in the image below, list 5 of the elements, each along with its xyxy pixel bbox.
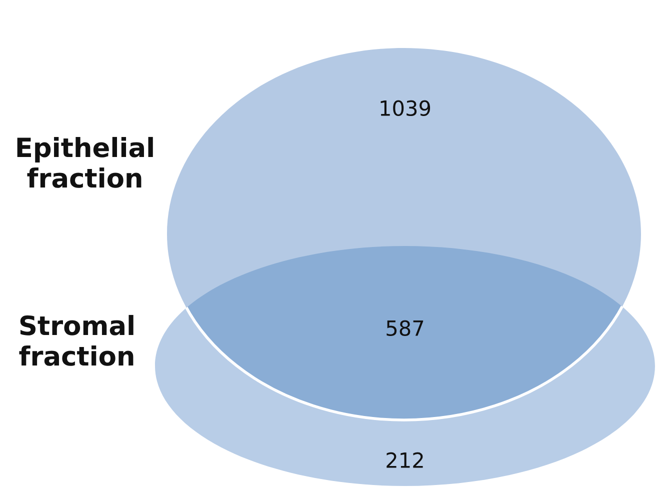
text: Stromal fraction (19, 314, 134, 366)
data-label: 587 (386, 320, 424, 336)
data-label: 212 (386, 452, 423, 468)
data-label: 1039 (380, 100, 430, 116)
text: Epithelial fraction (17, 136, 153, 188)
